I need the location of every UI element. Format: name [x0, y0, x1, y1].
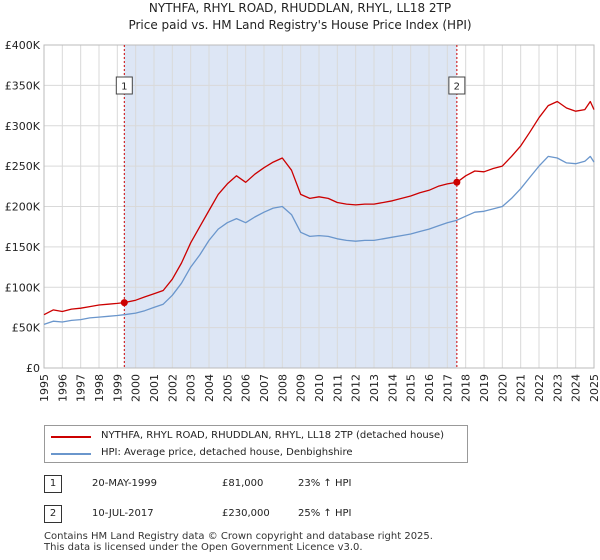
legend-property-swatch: [51, 436, 91, 438]
x-tick-label: 2004: [203, 374, 216, 402]
x-tick-label: 2025: [588, 374, 600, 402]
x-tick-label: 2005: [221, 374, 234, 402]
property-price-line: [43, 100, 595, 316]
footer-line-2: This data is licensed under the Open Gov…: [44, 542, 363, 553]
x-tick-label: 2001: [148, 374, 161, 402]
x-tick-label: 1997: [75, 374, 88, 402]
x-tick-label: 1998: [93, 374, 106, 402]
footer: Contains HM Land Registry data © Crown c…: [44, 531, 433, 553]
sale-2-label: 2: [454, 82, 460, 93]
price-chart: £0 £50K £100K £150K £200K £250K £300K £350K £400…: [5, 39, 600, 402]
sale-price: £230,000: [222, 508, 270, 519]
sale-marker-badge: 2: [44, 505, 62, 523]
sale-2-label-box: [448, 76, 466, 95]
y-tick-label: £50K: [12, 322, 41, 335]
title-line-2: Price paid vs. HM Land Registry's House …: [128, 18, 472, 32]
legend-hpi-label: HPI: Average price, detached house, Denb…: [101, 447, 353, 458]
plot-frame: [43, 44, 595, 369]
y-tick-label: £100K: [5, 281, 41, 294]
sale-2-point: [453, 178, 461, 186]
x-tick-label: 2021: [515, 374, 528, 402]
x-tick-label: 2008: [276, 374, 289, 402]
x-tick-label: 2010: [313, 374, 326, 402]
footer-line-1: Contains HM Land Registry data © Crown c…: [44, 531, 433, 542]
sale-1-label: 1: [121, 82, 127, 93]
y-tick-label: £250K: [5, 160, 41, 173]
chart-title: NYTHFA, RHYL ROAD, RHUDDLAN, RHYL, LL18 …: [0, 0, 600, 34]
x-tick-label: 2007: [258, 374, 271, 402]
x-tick-label: 2016: [423, 374, 436, 402]
x-tick-label: 2014: [386, 374, 399, 402]
x-tick-label: 2022: [533, 374, 546, 402]
y-tick-label: £150K: [5, 241, 41, 254]
legend: NYTHFA, RHYL ROAD, RHUDDLAN, RHYL, LL18 …: [44, 425, 468, 463]
x-tick-label: 1996: [56, 374, 69, 402]
x-tick-label: 2024: [570, 374, 583, 402]
x-tick-label: 2013: [368, 374, 381, 402]
x-tick-label: 2023: [551, 374, 564, 402]
sale-marker-badge: 1: [44, 475, 62, 493]
y-tick-label: £300K: [5, 120, 41, 133]
title-line-1: NYTHFA, RHYL ROAD, RHUDDLAN, RHYL, LL18 …: [148, 1, 452, 15]
y-tick-label: £350K: [5, 79, 41, 92]
y-tick-label: £0: [26, 362, 40, 375]
y-tick-label: £400K: [5, 39, 41, 52]
sale-date: 10-JUL-2017: [92, 508, 154, 519]
x-tick-label: 1999: [111, 374, 124, 402]
x-tick-label: 2000: [130, 374, 143, 402]
legend-hpi-swatch: [51, 453, 91, 455]
x-tick-label: 2015: [405, 374, 418, 402]
x-tick-label: 2017: [441, 374, 454, 402]
x-tick-label: 2002: [166, 374, 179, 402]
sale-price: £81,000: [222, 478, 264, 489]
sale-hpi-diff: 23% ↑ HPI: [298, 478, 352, 489]
y-tick-label: £200K: [5, 201, 41, 214]
sale-1-point: [120, 299, 128, 307]
x-tick-label: 2003: [185, 374, 198, 402]
x-tick-label: 2009: [295, 374, 308, 402]
sale-hpi-diff: 25% ↑ HPI: [298, 508, 352, 519]
x-tick-label: 2006: [240, 374, 253, 402]
x-tick-label: 2011: [331, 374, 344, 402]
hpi-line: [43, 155, 595, 326]
x-tick-label: 2020: [496, 374, 509, 402]
x-tick-label: 1995: [38, 374, 51, 402]
sale-date: 20-MAY-1999: [92, 478, 158, 489]
x-tick-label: 2018: [460, 374, 473, 402]
sale-1-label-box: [115, 76, 133, 95]
x-tick-label: 2019: [478, 374, 491, 402]
x-tick-label: 2012: [350, 374, 363, 402]
legend-property-label: NYTHFA, RHYL ROAD, RHUDDLAN, RHYL, LL18 …: [101, 430, 445, 441]
